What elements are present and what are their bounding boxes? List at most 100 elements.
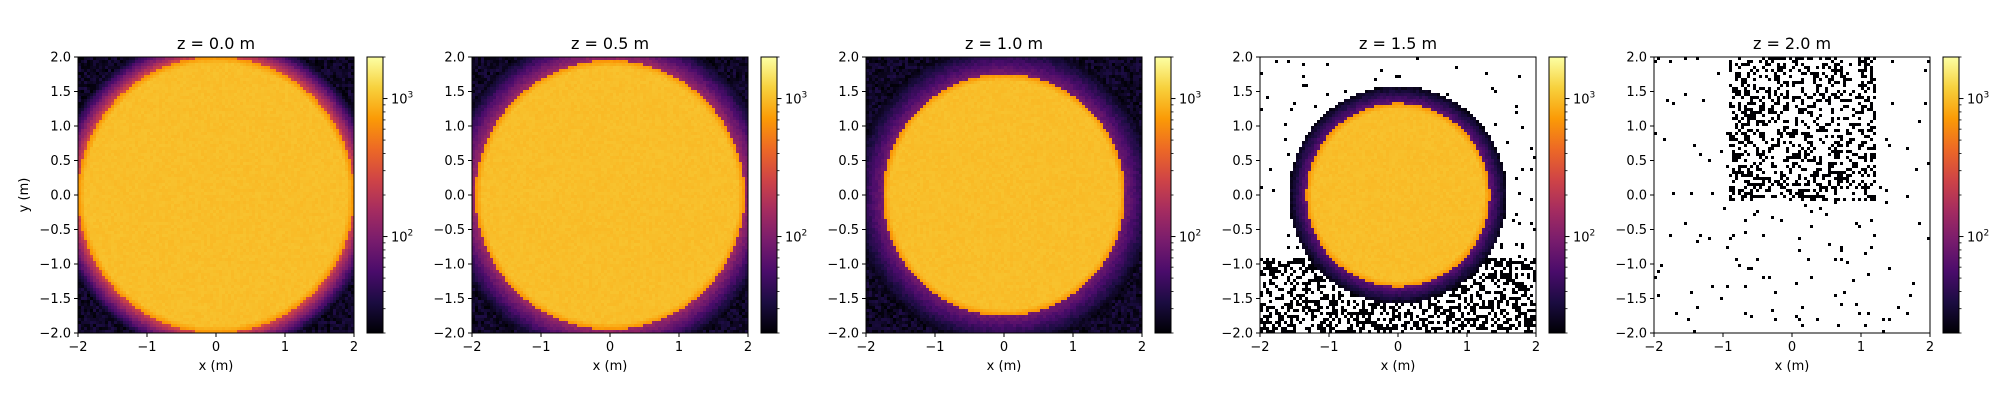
y-tick-label: −1.5: [39, 292, 71, 307]
colorbar-tick-label: 102: [785, 229, 807, 246]
x-tick-label: −2: [1644, 340, 1663, 355]
x-tick-label: −1: [1319, 340, 1338, 355]
x-axis-label: x (m): [1381, 359, 1416, 374]
colorbar-tick-label: 102: [1179, 229, 1201, 246]
colorbar-tick-label: 103: [1573, 91, 1595, 108]
y-tick-label: 0.5: [838, 154, 859, 169]
colorbar-tick-label: 103: [391, 91, 413, 108]
panel-title: z = 0.5 m: [571, 34, 649, 53]
y-tick-label: −1.0: [827, 258, 859, 273]
x-axis-label: x (m): [1775, 359, 1810, 374]
x-tick-label: 1: [675, 340, 683, 355]
y-tick-label: 1.0: [838, 120, 859, 135]
y-tick-label: 0.0: [1626, 189, 1647, 204]
colorbar: [367, 57, 383, 333]
x-tick-label: 0: [212, 340, 220, 355]
y-tick-label: 0.0: [444, 189, 465, 204]
y-tick-label: 0.0: [1232, 189, 1253, 204]
colorbar-tick-label: 103: [1179, 91, 1201, 108]
y-tick-label: −1.0: [1221, 258, 1253, 273]
y-tick-label: 0.0: [50, 189, 71, 204]
colorbar-tick-label: 102: [1573, 229, 1595, 246]
x-tick-label: 2: [1926, 340, 1934, 355]
panel-title: z = 2.0 m: [1753, 34, 1831, 53]
x-tick-label: 1: [281, 340, 289, 355]
panel-3: z = 1.0 m −2 −1 0 1 2 x (m) 2.0 1.5 1.0 0.5 0.0 −0.5…: [827, 34, 1201, 374]
x-tick-label: 2: [1138, 340, 1146, 355]
x-tick-label: −1: [925, 340, 944, 355]
y-tick-label: −2.0: [433, 327, 465, 342]
x-tick-label: 1: [1463, 340, 1471, 355]
colorbar: [761, 57, 777, 333]
x-tick-label: −1: [1713, 340, 1732, 355]
colorbar: [1549, 57, 1565, 333]
y-tick-label: −0.5: [827, 223, 859, 238]
x-tick-label: −2: [1250, 340, 1269, 355]
x-tick-label: −2: [68, 340, 87, 355]
y-tick-label: −0.5: [39, 223, 71, 238]
y-tick-label: 1.0: [444, 120, 465, 135]
y-tick-label: −1.5: [1221, 292, 1253, 307]
colorbar-tick-label: 102: [391, 229, 413, 246]
x-tick-label: −1: [137, 340, 156, 355]
panel-1: z = 0.0 m −2 −1 0 1 2 x (m) 2.0 1.5 1.0 0.5 0.0 −0.5…: [17, 34, 413, 374]
y-tick-label: −0.5: [1615, 223, 1647, 238]
x-tick-label: −2: [856, 340, 875, 355]
heatmap-image: [1260, 57, 1536, 333]
panel-title: z = 0.0 m: [177, 34, 255, 53]
x-tick-label: 2: [350, 340, 358, 355]
y-tick-label: 2.0: [1626, 51, 1647, 66]
x-tick-label: 0: [606, 340, 614, 355]
y-tick-label: 1.5: [1626, 85, 1647, 100]
x-axis-label: x (m): [987, 359, 1022, 374]
x-tick-label: 0: [1394, 340, 1402, 355]
colorbar-tick-label: 103: [785, 91, 807, 108]
y-tick-label: 1.5: [50, 85, 71, 100]
y-tick-label: −1.5: [433, 292, 465, 307]
y-tick-label: 1.0: [1232, 120, 1253, 135]
y-axis-label: y (m): [17, 178, 32, 213]
heatmap-image: [1654, 57, 1930, 333]
x-tick-label: 0: [1788, 340, 1796, 355]
y-tick-label: 1.0: [50, 120, 71, 135]
colorbar: [1155, 57, 1171, 333]
colorbar-tick-label: 103: [1967, 91, 1989, 108]
x-axis-label: x (m): [593, 359, 628, 374]
panel-title: z = 1.5 m: [1359, 34, 1437, 53]
y-tick-label: −1.0: [1615, 258, 1647, 273]
y-tick-label: 1.5: [838, 85, 859, 100]
x-tick-label: 2: [744, 340, 752, 355]
colorbar: [1943, 57, 1959, 333]
y-tick-label: −1.5: [827, 292, 859, 307]
colorbar-tick-label: 102: [1967, 229, 1989, 246]
y-tick-label: −2.0: [827, 327, 859, 342]
y-tick-label: −1.5: [1615, 292, 1647, 307]
y-tick-label: 0.0: [838, 189, 859, 204]
y-tick-label: 2.0: [444, 51, 465, 66]
heatmap-image: [472, 57, 748, 333]
y-tick-label: 1.5: [444, 85, 465, 100]
y-tick-label: 1.0: [1626, 120, 1647, 135]
y-tick-label: −2.0: [1221, 327, 1253, 342]
y-tick-label: −0.5: [433, 223, 465, 238]
y-tick-label: 2.0: [838, 51, 859, 66]
y-tick-label: 2.0: [50, 51, 71, 66]
y-tick-label: −0.5: [1221, 223, 1253, 238]
x-axis-label: x (m): [199, 359, 234, 374]
panel-5: z = 2.0 m −2 −1 0 1 2 x (m) 2.0 1.5 1.0 0.5 0.0 −0.5…: [1615, 34, 1989, 374]
y-tick-label: 0.5: [1232, 154, 1253, 169]
y-tick-label: −2.0: [39, 327, 71, 342]
x-tick-label: 1: [1857, 340, 1865, 355]
x-tick-label: 2: [1532, 340, 1540, 355]
y-tick-label: −1.0: [39, 258, 71, 273]
x-tick-label: 1: [1069, 340, 1077, 355]
heatmap-image: [866, 57, 1142, 333]
y-tick-label: 1.5: [1232, 85, 1253, 100]
y-tick-label: 0.5: [444, 154, 465, 169]
x-tick-label: −2: [462, 340, 481, 355]
y-tick-label: −1.0: [433, 258, 465, 273]
x-tick-label: 0: [1000, 340, 1008, 355]
y-tick-label: 0.5: [50, 154, 71, 169]
panel-2: z = 0.5 m −2 −1 0 1 2 x (m) 2.0 1.5 1.0 0.5 0.0 −0.5…: [433, 34, 807, 374]
